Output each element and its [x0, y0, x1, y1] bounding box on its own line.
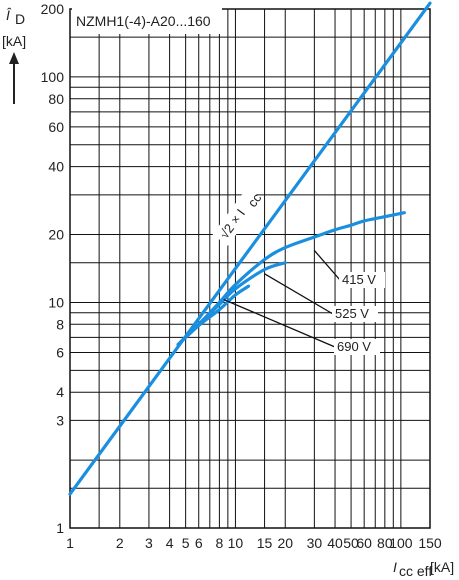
x-axis-unit: [kA]: [430, 559, 454, 575]
x-tick-label: 20: [277, 535, 293, 551]
curve-label-1: 525 V: [335, 306, 369, 321]
x-tick-label: 3: [145, 535, 153, 551]
x-tick-label: 80: [377, 535, 393, 551]
curve-label-2: 690 V: [337, 339, 371, 354]
leader-lines: [223, 250, 341, 348]
leader-line-0: [313, 250, 341, 281]
y-tick-label: 40: [48, 159, 64, 175]
plot-frame: [69, 8, 431, 529]
x-axis-symbol: I: [393, 559, 397, 575]
y-tick-label: 200: [41, 1, 65, 17]
y-axis-subscript: D: [15, 11, 25, 27]
x-tick-label: 100: [389, 535, 413, 551]
y-tick-label: 20: [48, 227, 64, 243]
x-tick-label: 30: [307, 535, 323, 551]
x-tick-label: 10: [228, 535, 244, 551]
chart-title: NZMH1(-4)-A20...160: [76, 13, 211, 29]
curves: [68, 1, 432, 496]
y-axis-unit: [kA]: [2, 33, 26, 49]
x-tick-label: 8: [216, 535, 224, 551]
curve-label-0: 415 V: [342, 272, 376, 287]
leader-line-1: [264, 273, 334, 315]
series-line-0: [68, 1, 432, 496]
x-tick-label: 4: [166, 535, 174, 551]
x-tick-label: 40: [327, 535, 343, 551]
y-tick-label: 100: [41, 69, 65, 85]
x-tick-label: 2: [116, 535, 124, 551]
y-tick-label: 4: [56, 384, 64, 400]
y-axis-arrow-head: [9, 52, 19, 64]
series-line-3: [176, 284, 251, 347]
curve-label-background-0: [339, 272, 385, 288]
y-tick-label: 10: [48, 294, 64, 310]
x-axis-subscript: cc eff: [399, 563, 432, 579]
y-tick-label: 8: [56, 316, 64, 332]
y-tick-label: 6: [56, 344, 64, 360]
x-tick-label: 50: [343, 535, 359, 551]
x-tick-label: 6: [195, 535, 203, 551]
x-axis-label: I cc eff [kA]: [393, 559, 454, 579]
diagonal-label-background: [212, 187, 263, 246]
x-tick-label: 1: [66, 535, 74, 551]
x-tick-label: 60: [356, 535, 372, 551]
x-tick-label: 15: [257, 535, 273, 551]
y-tick-label: 1: [56, 520, 64, 536]
x-tick-label: 5: [182, 535, 190, 551]
y-tick-label: 3: [56, 412, 64, 428]
curve-label-background-1: [332, 306, 378, 322]
leader-line-2: [223, 298, 336, 348]
y-tick-label: 60: [48, 119, 64, 135]
y-tick-label: 80: [48, 91, 64, 107]
x-tick-label: 150: [418, 535, 442, 551]
title-background: [72, 8, 222, 34]
grid: [69, 8, 431, 529]
curve-label-background-2: [334, 339, 380, 355]
y-axis-label: Î D [kA]: [2, 7, 26, 104]
y-axis-symbol: Î: [6, 7, 12, 23]
